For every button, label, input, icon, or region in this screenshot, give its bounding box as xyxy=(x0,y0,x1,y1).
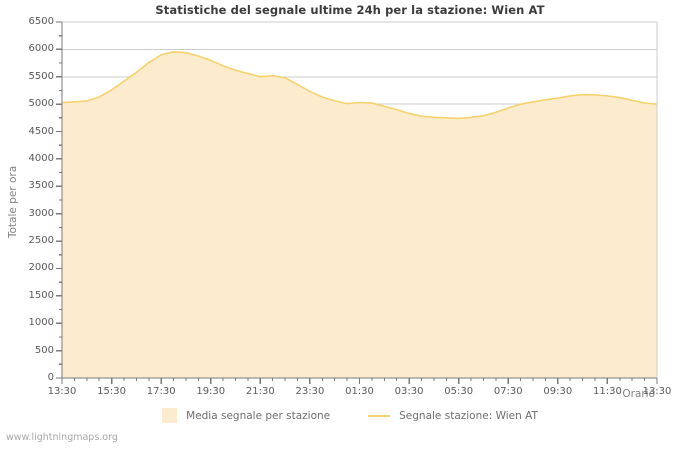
y-tick-label: 3000 xyxy=(28,207,54,219)
x-tick-label: 19:30 xyxy=(196,386,226,397)
y-tick-label: 1500 xyxy=(28,289,54,301)
y-tick-label: 1000 xyxy=(28,317,54,329)
line-swatch-icon xyxy=(368,414,391,417)
y-tick-label: 6000 xyxy=(28,43,54,55)
y-tick-label: 6500 xyxy=(28,16,54,27)
x-tick-label: 13:30 xyxy=(642,386,672,397)
x-tick-label: 07:30 xyxy=(493,386,523,397)
y-tick-label: 4500 xyxy=(28,125,54,137)
y-tick-label: 2500 xyxy=(28,235,54,247)
chart-title: Statistiche del segnale ultime 24h per l… xyxy=(155,3,545,17)
y-tick-label: 500 xyxy=(34,344,54,356)
x-tick-label: 09:30 xyxy=(543,386,573,397)
x-tick-label: 05:30 xyxy=(444,386,474,397)
x-tick-label: 15:30 xyxy=(97,386,126,397)
x-tick-label: 13:30 xyxy=(47,386,77,397)
chart-legend: Media segnale per stazione Segnale stazi… xyxy=(0,408,700,423)
footer-credit: www.lightningmaps.org xyxy=(6,432,118,443)
x-tick-label: 01:30 xyxy=(345,386,374,397)
x-tick-label: 17:30 xyxy=(146,386,176,397)
series-line xyxy=(61,51,658,120)
area-swatch-icon xyxy=(162,408,178,423)
x-tick-label: 11:30 xyxy=(592,386,622,397)
y-tick-label: 5000 xyxy=(28,98,54,110)
legend-label: Media segnale per stazione xyxy=(186,409,331,422)
x-tick-label: 03:30 xyxy=(394,386,424,397)
y-tick-label: 4000 xyxy=(28,152,54,164)
legend-item-media-segnale[interactable]: Media segnale per stazione xyxy=(162,408,330,423)
x-axis-label: Orario xyxy=(622,388,655,400)
legend-item-segnale-stazione[interactable]: Segnale stazione: Wien AT xyxy=(368,410,538,422)
y-tick-label: 0 xyxy=(47,372,54,383)
series-area-fill xyxy=(62,51,657,378)
y-tick-label: 3500 xyxy=(28,180,54,192)
x-tick-label: 21:30 xyxy=(245,386,275,397)
legend-label: Segnale stazione: Wien AT xyxy=(399,409,538,422)
x-tick-label: 23:30 xyxy=(295,386,325,397)
y-tick-label: 5500 xyxy=(28,70,54,82)
y-tick-label: 2000 xyxy=(28,262,54,274)
